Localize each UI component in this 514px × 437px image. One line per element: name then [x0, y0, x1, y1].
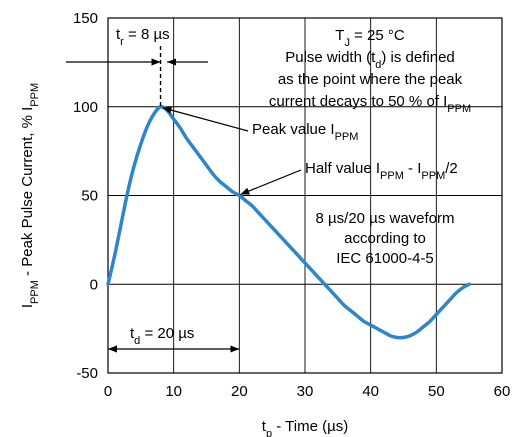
waveform-line-2: according to: [344, 230, 426, 247]
y-tick-labels: -50 0 50 100 150: [73, 10, 98, 382]
x-tick-label: 30: [297, 383, 314, 400]
y-tick-label: 150: [73, 10, 98, 27]
td-label: td = 20 µs: [130, 325, 194, 347]
pulse-width-line-2: as the point where the peak: [278, 71, 463, 88]
grid-lines: [108, 18, 502, 373]
tj-label: TJ = 25 °C: [335, 27, 405, 49]
y-tick-label: 100: [73, 99, 98, 116]
half-value-label: Half value IPPM - IPPM/2: [305, 160, 458, 182]
x-tick-label: 60: [494, 383, 511, 400]
x-tick-labels: 0 10 20 30 40 50 60: [104, 383, 511, 400]
x-tick-label: 50: [428, 383, 445, 400]
y-axis-label: IPPM - Peak Pulse Current, % IPPM: [19, 83, 41, 308]
plot-frame: [107, 17, 503, 374]
x-tick-label: 40: [362, 383, 379, 400]
peak-value-arrow: [162, 106, 249, 132]
waveform-line-1: 8 µs/20 µs waveform: [316, 210, 455, 227]
waveform-line-3: IEC 61000-4-5: [336, 250, 434, 267]
pulse-width-line-3: current decays to 50 % of IPPM: [269, 93, 471, 115]
x-axis-label: tp - Time (µs): [262, 418, 348, 437]
y-tick-label: -50: [76, 365, 98, 382]
x-tick-label: 10: [165, 383, 182, 400]
x-tick-label: 20: [231, 383, 248, 400]
y-tick-label: 50: [81, 188, 98, 205]
x-tick-label: 0: [104, 383, 112, 400]
y-tick-label: 0: [90, 276, 98, 293]
tr-label: tr = 8 µs: [116, 26, 170, 48]
peak-value-label: Peak value IPPM: [252, 121, 358, 143]
half-value-arrow: [240, 169, 302, 196]
pulse-width-line-1: Pulse width (td) is defined: [285, 49, 455, 71]
